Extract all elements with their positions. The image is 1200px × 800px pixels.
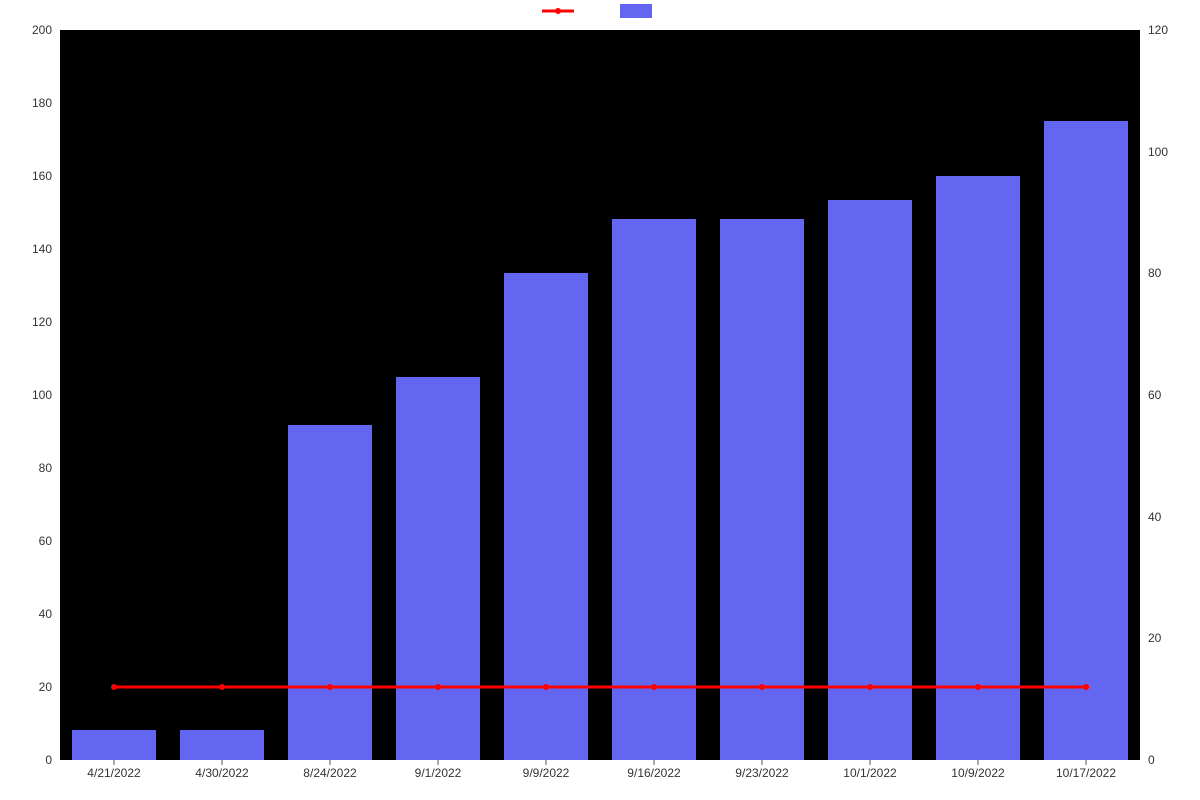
x-tick-label: 9/16/2022 — [627, 766, 680, 780]
y-right-tick: 0 — [1140, 753, 1200, 767]
legend-item — [620, 4, 658, 18]
y-left-tick: 120 — [0, 315, 60, 329]
x-tick-label: 9/1/2022 — [415, 766, 462, 780]
legend-swatch-line — [542, 5, 574, 17]
chart-container: 0 20 40 60 80 100 120 140 160 180 200 0 20 40 60 80 100… — [0, 0, 1200, 800]
y-left-tick: 40 — [0, 607, 60, 621]
x-tick-mark — [654, 760, 655, 765]
y-axis-right: 020406080100120 — [1140, 30, 1200, 760]
x-tick-mark — [762, 760, 763, 765]
x-tick-label: 4/21/2022 — [87, 766, 140, 780]
plot-area — [60, 30, 1140, 760]
legend-item — [542, 4, 580, 18]
x-tick-label: 10/1/2022 — [843, 766, 896, 780]
y-right-tick: 100 — [1140, 145, 1200, 159]
line-series — [60, 30, 1140, 760]
y-axis-left: 020406080100120140160180200 — [0, 30, 60, 760]
x-tick-mark — [114, 760, 115, 765]
x-tick-label: 10/9/2022 — [951, 766, 1004, 780]
y-left-tick: 0 — [0, 753, 60, 767]
y-left-tick: 60 — [0, 534, 60, 548]
x-tick-mark — [978, 760, 979, 765]
x-tick-mark — [1086, 760, 1087, 765]
x-tick-mark — [870, 760, 871, 765]
y-right-tick: 80 — [1140, 266, 1200, 280]
x-tick-label: 8/24/2022 — [303, 766, 356, 780]
x-tick-label: 4/30/2022 — [195, 766, 248, 780]
y-left-tick: 20 — [0, 680, 60, 694]
y-right-tick: 40 — [1140, 510, 1200, 524]
y-right-tick: 20 — [1140, 631, 1200, 645]
y-left-tick: 100 — [0, 388, 60, 402]
y-left-tick: 140 — [0, 242, 60, 256]
x-tick-mark — [222, 760, 223, 765]
y-left-tick: 160 — [0, 169, 60, 183]
y-left-tick: 180 — [0, 96, 60, 110]
x-tick-mark — [330, 760, 331, 765]
x-tick-mark — [438, 760, 439, 765]
legend-swatch-bar — [620, 4, 652, 18]
x-tick-label: 10/17/2022 — [1056, 766, 1116, 780]
x-axis: 4/21/2022 4/30/2022 8/24/2022 9/1/2022 9/9/2… — [60, 760, 1140, 790]
x-tick-mark — [546, 760, 547, 765]
y-left-tick: 80 — [0, 461, 60, 475]
y-right-tick: 60 — [1140, 388, 1200, 402]
x-tick-label: 9/23/2022 — [735, 766, 788, 780]
x-tick-label: 9/9/2022 — [523, 766, 570, 780]
y-right-tick: 120 — [1140, 23, 1200, 37]
y-left-tick: 200 — [0, 23, 60, 37]
chart-legend — [0, 4, 1200, 18]
